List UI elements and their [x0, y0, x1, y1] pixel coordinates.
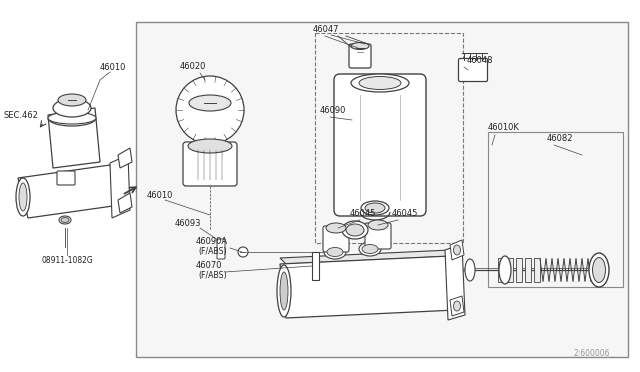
- Text: (F/ABS): (F/ABS): [198, 247, 227, 256]
- Bar: [525, 258, 531, 282]
- Text: 46010K: 46010K: [488, 123, 520, 132]
- Ellipse shape: [342, 221, 368, 239]
- Ellipse shape: [61, 218, 69, 222]
- Text: 46048: 46048: [467, 56, 493, 65]
- Text: 2:600006: 2:600006: [574, 349, 611, 358]
- Polygon shape: [280, 256, 456, 318]
- Ellipse shape: [324, 245, 346, 259]
- Text: SEC.462: SEC.462: [4, 111, 39, 120]
- Bar: [507, 258, 513, 282]
- FancyBboxPatch shape: [57, 171, 75, 185]
- Ellipse shape: [346, 224, 364, 236]
- FancyBboxPatch shape: [458, 58, 488, 81]
- Bar: [516, 258, 522, 282]
- Polygon shape: [450, 250, 462, 310]
- Ellipse shape: [365, 203, 385, 213]
- Polygon shape: [18, 165, 120, 218]
- Ellipse shape: [327, 247, 343, 257]
- Polygon shape: [118, 148, 132, 168]
- Polygon shape: [110, 155, 130, 218]
- Ellipse shape: [189, 95, 231, 111]
- Ellipse shape: [593, 257, 605, 282]
- Ellipse shape: [277, 265, 291, 317]
- FancyBboxPatch shape: [349, 44, 371, 68]
- Ellipse shape: [326, 223, 346, 233]
- Ellipse shape: [454, 301, 461, 311]
- Text: 08911-1082G: 08911-1082G: [42, 256, 93, 265]
- Bar: [498, 258, 504, 282]
- Bar: [315, 33, 463, 243]
- Text: 46093: 46093: [175, 219, 202, 228]
- Text: 46020: 46020: [180, 62, 206, 71]
- Text: 46045: 46045: [392, 209, 419, 218]
- Text: 46090A: 46090A: [196, 237, 228, 246]
- Circle shape: [176, 76, 244, 144]
- Ellipse shape: [454, 245, 461, 255]
- FancyBboxPatch shape: [365, 223, 391, 249]
- FancyBboxPatch shape: [183, 142, 237, 186]
- Ellipse shape: [359, 77, 401, 90]
- Ellipse shape: [19, 183, 27, 211]
- Ellipse shape: [59, 216, 71, 224]
- Ellipse shape: [368, 220, 388, 230]
- Text: 46070: 46070: [196, 261, 223, 270]
- Polygon shape: [445, 244, 465, 320]
- Bar: [136, 22, 628, 357]
- Polygon shape: [450, 296, 464, 316]
- Bar: [488, 132, 623, 287]
- Ellipse shape: [351, 74, 409, 92]
- Ellipse shape: [351, 42, 369, 49]
- Ellipse shape: [359, 242, 381, 256]
- Bar: [312, 252, 319, 280]
- Ellipse shape: [499, 256, 511, 284]
- Ellipse shape: [465, 259, 475, 281]
- Text: 46082: 46082: [547, 134, 573, 143]
- Text: 46047: 46047: [313, 25, 339, 34]
- FancyBboxPatch shape: [334, 74, 426, 216]
- Polygon shape: [48, 108, 100, 168]
- FancyBboxPatch shape: [217, 239, 225, 259]
- Ellipse shape: [58, 94, 86, 106]
- Ellipse shape: [53, 99, 91, 117]
- Text: 46045: 46045: [350, 209, 376, 218]
- Text: 46010: 46010: [100, 63, 126, 72]
- Ellipse shape: [188, 139, 232, 153]
- Circle shape: [238, 247, 248, 257]
- Polygon shape: [118, 193, 132, 213]
- Ellipse shape: [48, 112, 96, 124]
- Ellipse shape: [280, 272, 288, 310]
- Polygon shape: [450, 240, 464, 260]
- FancyBboxPatch shape: [323, 226, 349, 252]
- Ellipse shape: [361, 201, 389, 215]
- Polygon shape: [280, 250, 456, 264]
- Text: 46010: 46010: [147, 191, 173, 200]
- Text: (F/ABS): (F/ABS): [198, 271, 227, 280]
- Ellipse shape: [362, 244, 378, 253]
- Bar: [534, 258, 540, 282]
- Text: 46090: 46090: [320, 106, 346, 115]
- Ellipse shape: [16, 178, 30, 216]
- Ellipse shape: [589, 253, 609, 287]
